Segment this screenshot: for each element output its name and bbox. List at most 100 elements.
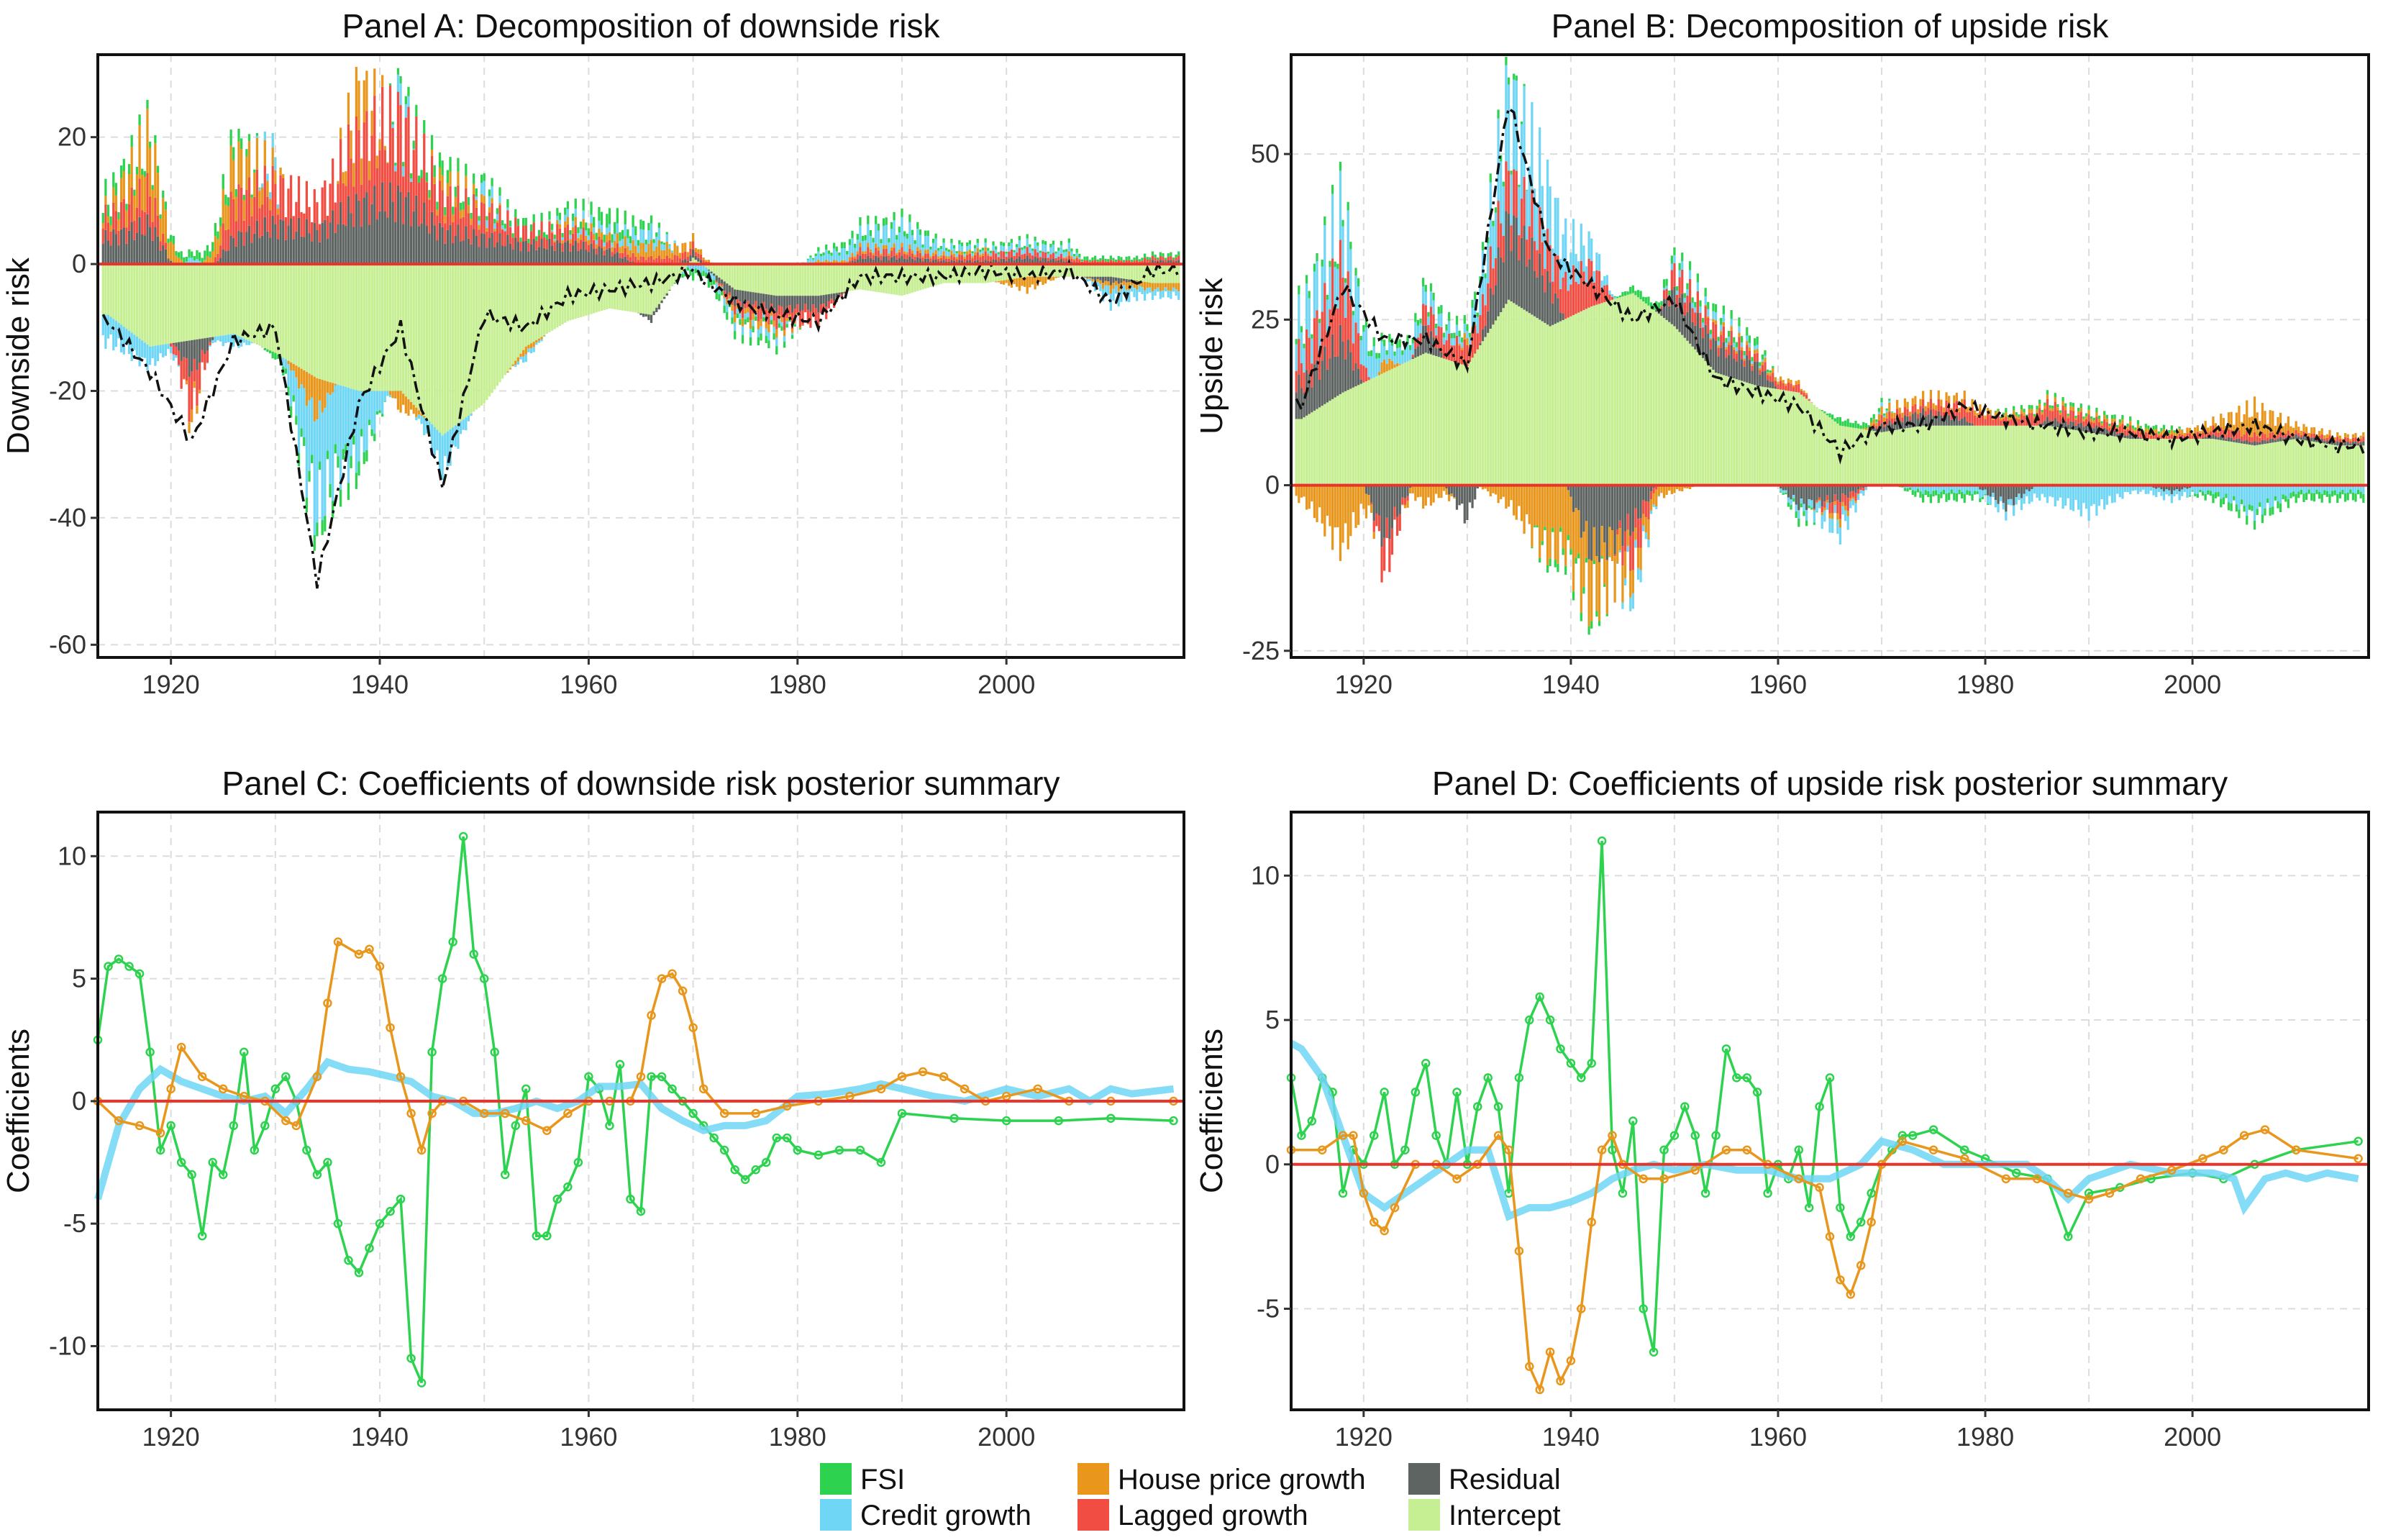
bar-intercept bbox=[1526, 311, 1528, 486]
bar-house bbox=[151, 189, 154, 222]
bar-credit bbox=[1587, 231, 1590, 259]
bar-credit bbox=[2149, 486, 2153, 491]
bar-residual bbox=[1034, 256, 1036, 265]
bar-residual bbox=[112, 229, 115, 265]
bar-house bbox=[2251, 416, 2254, 437]
bar-intercept bbox=[1610, 299, 1614, 486]
bar-house bbox=[947, 256, 950, 259]
bar-credit bbox=[1122, 285, 1126, 292]
bar-credit bbox=[676, 245, 679, 247]
bar-house bbox=[2056, 407, 2059, 411]
bar-lagged bbox=[2325, 437, 2329, 441]
bar-credit bbox=[1031, 250, 1034, 256]
bar-intercept bbox=[1318, 407, 1321, 486]
bar-fsi bbox=[2041, 409, 2043, 413]
bar-fsi bbox=[939, 245, 943, 250]
bar-fsi bbox=[614, 222, 616, 234]
bar-credit bbox=[1375, 358, 1378, 377]
bar-lagged bbox=[402, 176, 405, 224]
bar-intercept bbox=[308, 264, 311, 374]
bar-lagged bbox=[2341, 441, 2344, 444]
bar-residual bbox=[1631, 485, 1634, 532]
bar-lagged bbox=[1318, 350, 1321, 380]
bar-lagged bbox=[2038, 408, 2041, 424]
bar-house bbox=[2240, 422, 2243, 437]
bar-credit bbox=[1311, 338, 1313, 364]
bar-fsi bbox=[1362, 324, 1365, 332]
bar-credit bbox=[2147, 486, 2150, 494]
bar-house bbox=[247, 141, 251, 178]
bar-intercept bbox=[755, 264, 757, 293]
bar-residual bbox=[1403, 485, 1407, 498]
bar-intercept bbox=[148, 264, 152, 347]
bar-credit bbox=[263, 131, 266, 140]
bar-credit bbox=[237, 336, 240, 348]
bar-intercept bbox=[1151, 264, 1154, 283]
bar-house bbox=[2108, 426, 2111, 429]
bar-house bbox=[1805, 393, 1808, 395]
bar-fsi bbox=[1308, 291, 1311, 299]
bar-fsi bbox=[1626, 291, 1629, 295]
bar-lagged bbox=[798, 311, 802, 327]
bar-intercept bbox=[611, 264, 614, 309]
bar-house bbox=[2020, 409, 2023, 414]
bar-intercept bbox=[1128, 264, 1131, 280]
bar-residual bbox=[861, 259, 865, 265]
bar-house bbox=[1803, 390, 1805, 393]
bar-lagged bbox=[1052, 252, 1055, 259]
bar-lagged bbox=[360, 184, 363, 227]
bar-lagged bbox=[1170, 256, 1172, 260]
bar-lagged bbox=[1295, 370, 1298, 393]
bar-residual bbox=[2325, 440, 2329, 445]
bar-intercept bbox=[832, 264, 836, 293]
bar-residual bbox=[1696, 313, 1699, 352]
bar-intercept bbox=[1143, 264, 1147, 282]
bar-intercept bbox=[459, 264, 463, 422]
bar-lagged bbox=[676, 255, 679, 263]
bar-intercept bbox=[224, 264, 227, 335]
bar-intercept bbox=[2333, 445, 2336, 486]
bar-house bbox=[383, 145, 386, 150]
bar-house bbox=[1945, 392, 1948, 401]
bar-house bbox=[942, 251, 945, 256]
bar-lagged bbox=[757, 309, 760, 322]
bar-house bbox=[2175, 433, 2179, 437]
bar-house bbox=[1647, 519, 1650, 540]
bar-fsi bbox=[715, 291, 718, 300]
bar-credit bbox=[214, 336, 217, 343]
bar-house bbox=[224, 204, 227, 230]
bar-credit bbox=[2168, 490, 2171, 496]
bar-lagged bbox=[2090, 422, 2093, 428]
bar-lagged bbox=[744, 301, 747, 309]
bar-credit bbox=[2108, 485, 2111, 496]
bar-intercept bbox=[1849, 427, 1852, 486]
bar-lagged bbox=[417, 182, 421, 227]
bar-intercept bbox=[420, 264, 423, 414]
bar-credit bbox=[436, 429, 439, 451]
bar-lagged bbox=[164, 242, 168, 250]
bar-credit bbox=[1044, 245, 1047, 252]
bar-credit bbox=[1649, 510, 1653, 514]
bar-intercept bbox=[1458, 363, 1461, 486]
bar-credit bbox=[198, 260, 201, 265]
bar-residual bbox=[1712, 338, 1715, 370]
bar-intercept bbox=[201, 264, 204, 339]
bar-lagged bbox=[2147, 433, 2150, 439]
bar-credit bbox=[1357, 286, 1360, 334]
bar-residual bbox=[1605, 485, 1608, 560]
bar-residual bbox=[1039, 260, 1042, 265]
bar-intercept bbox=[363, 264, 365, 391]
bar-fsi bbox=[514, 209, 517, 218]
bar-intercept bbox=[1691, 346, 1694, 486]
bar-credit bbox=[2005, 511, 2008, 521]
bar-house bbox=[1792, 385, 1795, 388]
bar-residual bbox=[1590, 485, 1593, 561]
bar-fsi bbox=[2235, 504, 2238, 512]
bar-lagged bbox=[2168, 435, 2171, 439]
bar-house bbox=[896, 252, 898, 255]
bar-intercept bbox=[475, 264, 478, 410]
bar-credit bbox=[258, 188, 261, 191]
bar-credit bbox=[1613, 297, 1616, 299]
bar-fsi bbox=[2084, 413, 2088, 416]
bar-residual bbox=[755, 292, 757, 301]
